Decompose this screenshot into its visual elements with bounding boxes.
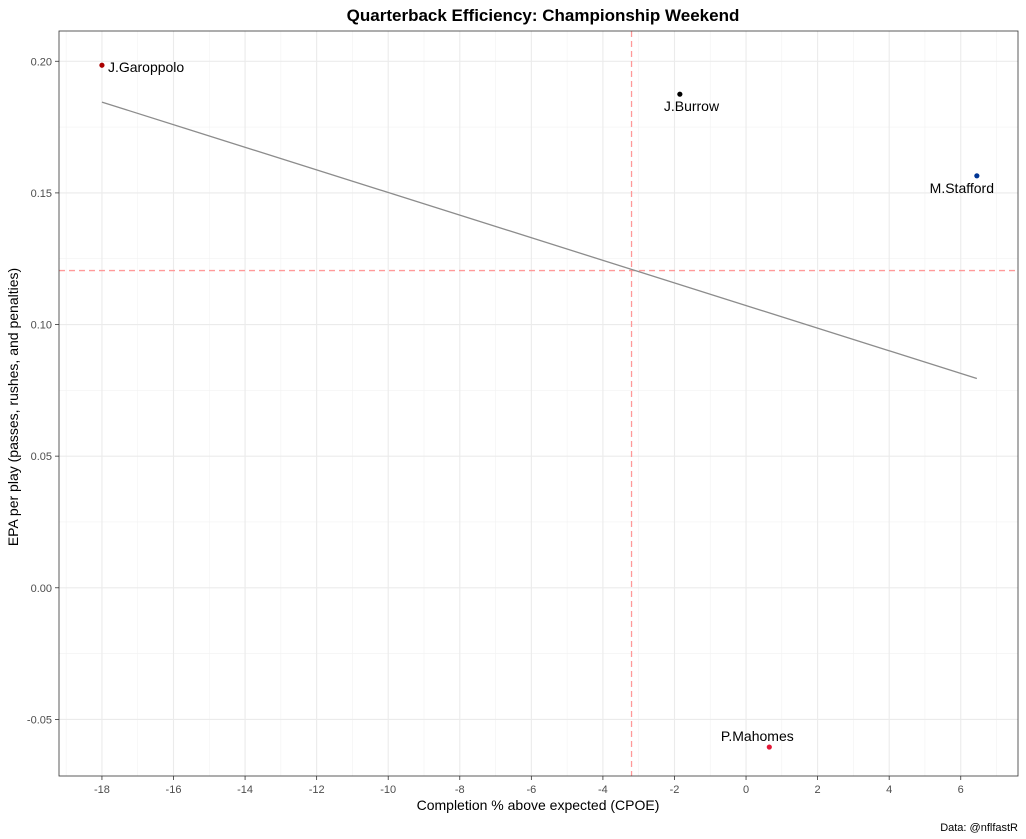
x-tick-label: 6: [958, 784, 964, 796]
y-tick-label: 0.10: [31, 320, 52, 332]
x-tick-label: -14: [237, 784, 253, 796]
mean-lines: [59, 31, 1018, 776]
point-labels: J.Garoppolo J.Burrow M.Stafford P.Mahomes: [108, 59, 994, 744]
y-tick-label: 0.05: [31, 451, 52, 463]
trend-line: [101, 101, 978, 380]
point-label-p-mahomes: P.Mahomes: [721, 728, 794, 744]
panel-border: [58, 30, 1019, 777]
x-tick-label: -2: [670, 784, 680, 796]
y-tick-label: 0.00: [31, 583, 52, 595]
major-gridlines: [59, 31, 1018, 776]
minor-gridlines: [59, 31, 1018, 776]
x-tick-label: -12: [309, 784, 325, 796]
point-label-m-stafford: M.Stafford: [930, 180, 994, 196]
y-axis-title: EPA per play (passes, rushes, and penalt…: [5, 268, 21, 546]
y-tick-label: 0.15: [31, 188, 52, 200]
y-tick-label: -0.05: [27, 714, 52, 726]
x-tick-label: -18: [94, 784, 110, 796]
trend-line-group: [101, 101, 978, 380]
x-tick-label: -4: [598, 784, 608, 796]
x-tick-label: 0: [743, 784, 749, 796]
point-label-j-burrow: J.Burrow: [664, 98, 720, 114]
y-axis-ticks: -0.05 0.00 0.05 0.10 0.15 0.20: [27, 56, 59, 726]
point-j-garoppolo: [99, 62, 105, 68]
point-label-j-garoppolo: J.Garoppolo: [108, 59, 184, 75]
data-points: [99, 62, 980, 750]
y-tick-label: 0.20: [31, 56, 52, 68]
x-axis-title: Completion % above expected (CPOE): [417, 797, 660, 813]
x-tick-label: -16: [166, 784, 182, 796]
point-p-mahomes: [766, 744, 772, 750]
point-j-burrow: [677, 91, 683, 97]
chart-caption: Data: @nflfastR: [940, 822, 1018, 834]
x-tick-label: 2: [815, 784, 821, 796]
x-tick-label: -8: [455, 784, 465, 796]
x-tick-label: 4: [886, 784, 892, 796]
point-m-stafford: [974, 173, 980, 179]
x-axis-ticks: -18 -16 -14 -12 -10 -8 -6 -4 -2 0 2 4 6: [94, 776, 964, 796]
chart-title: Quarterback Efficiency: Championship Wee…: [347, 6, 740, 25]
x-tick-label: -10: [380, 784, 396, 796]
x-tick-label: -6: [526, 784, 536, 796]
